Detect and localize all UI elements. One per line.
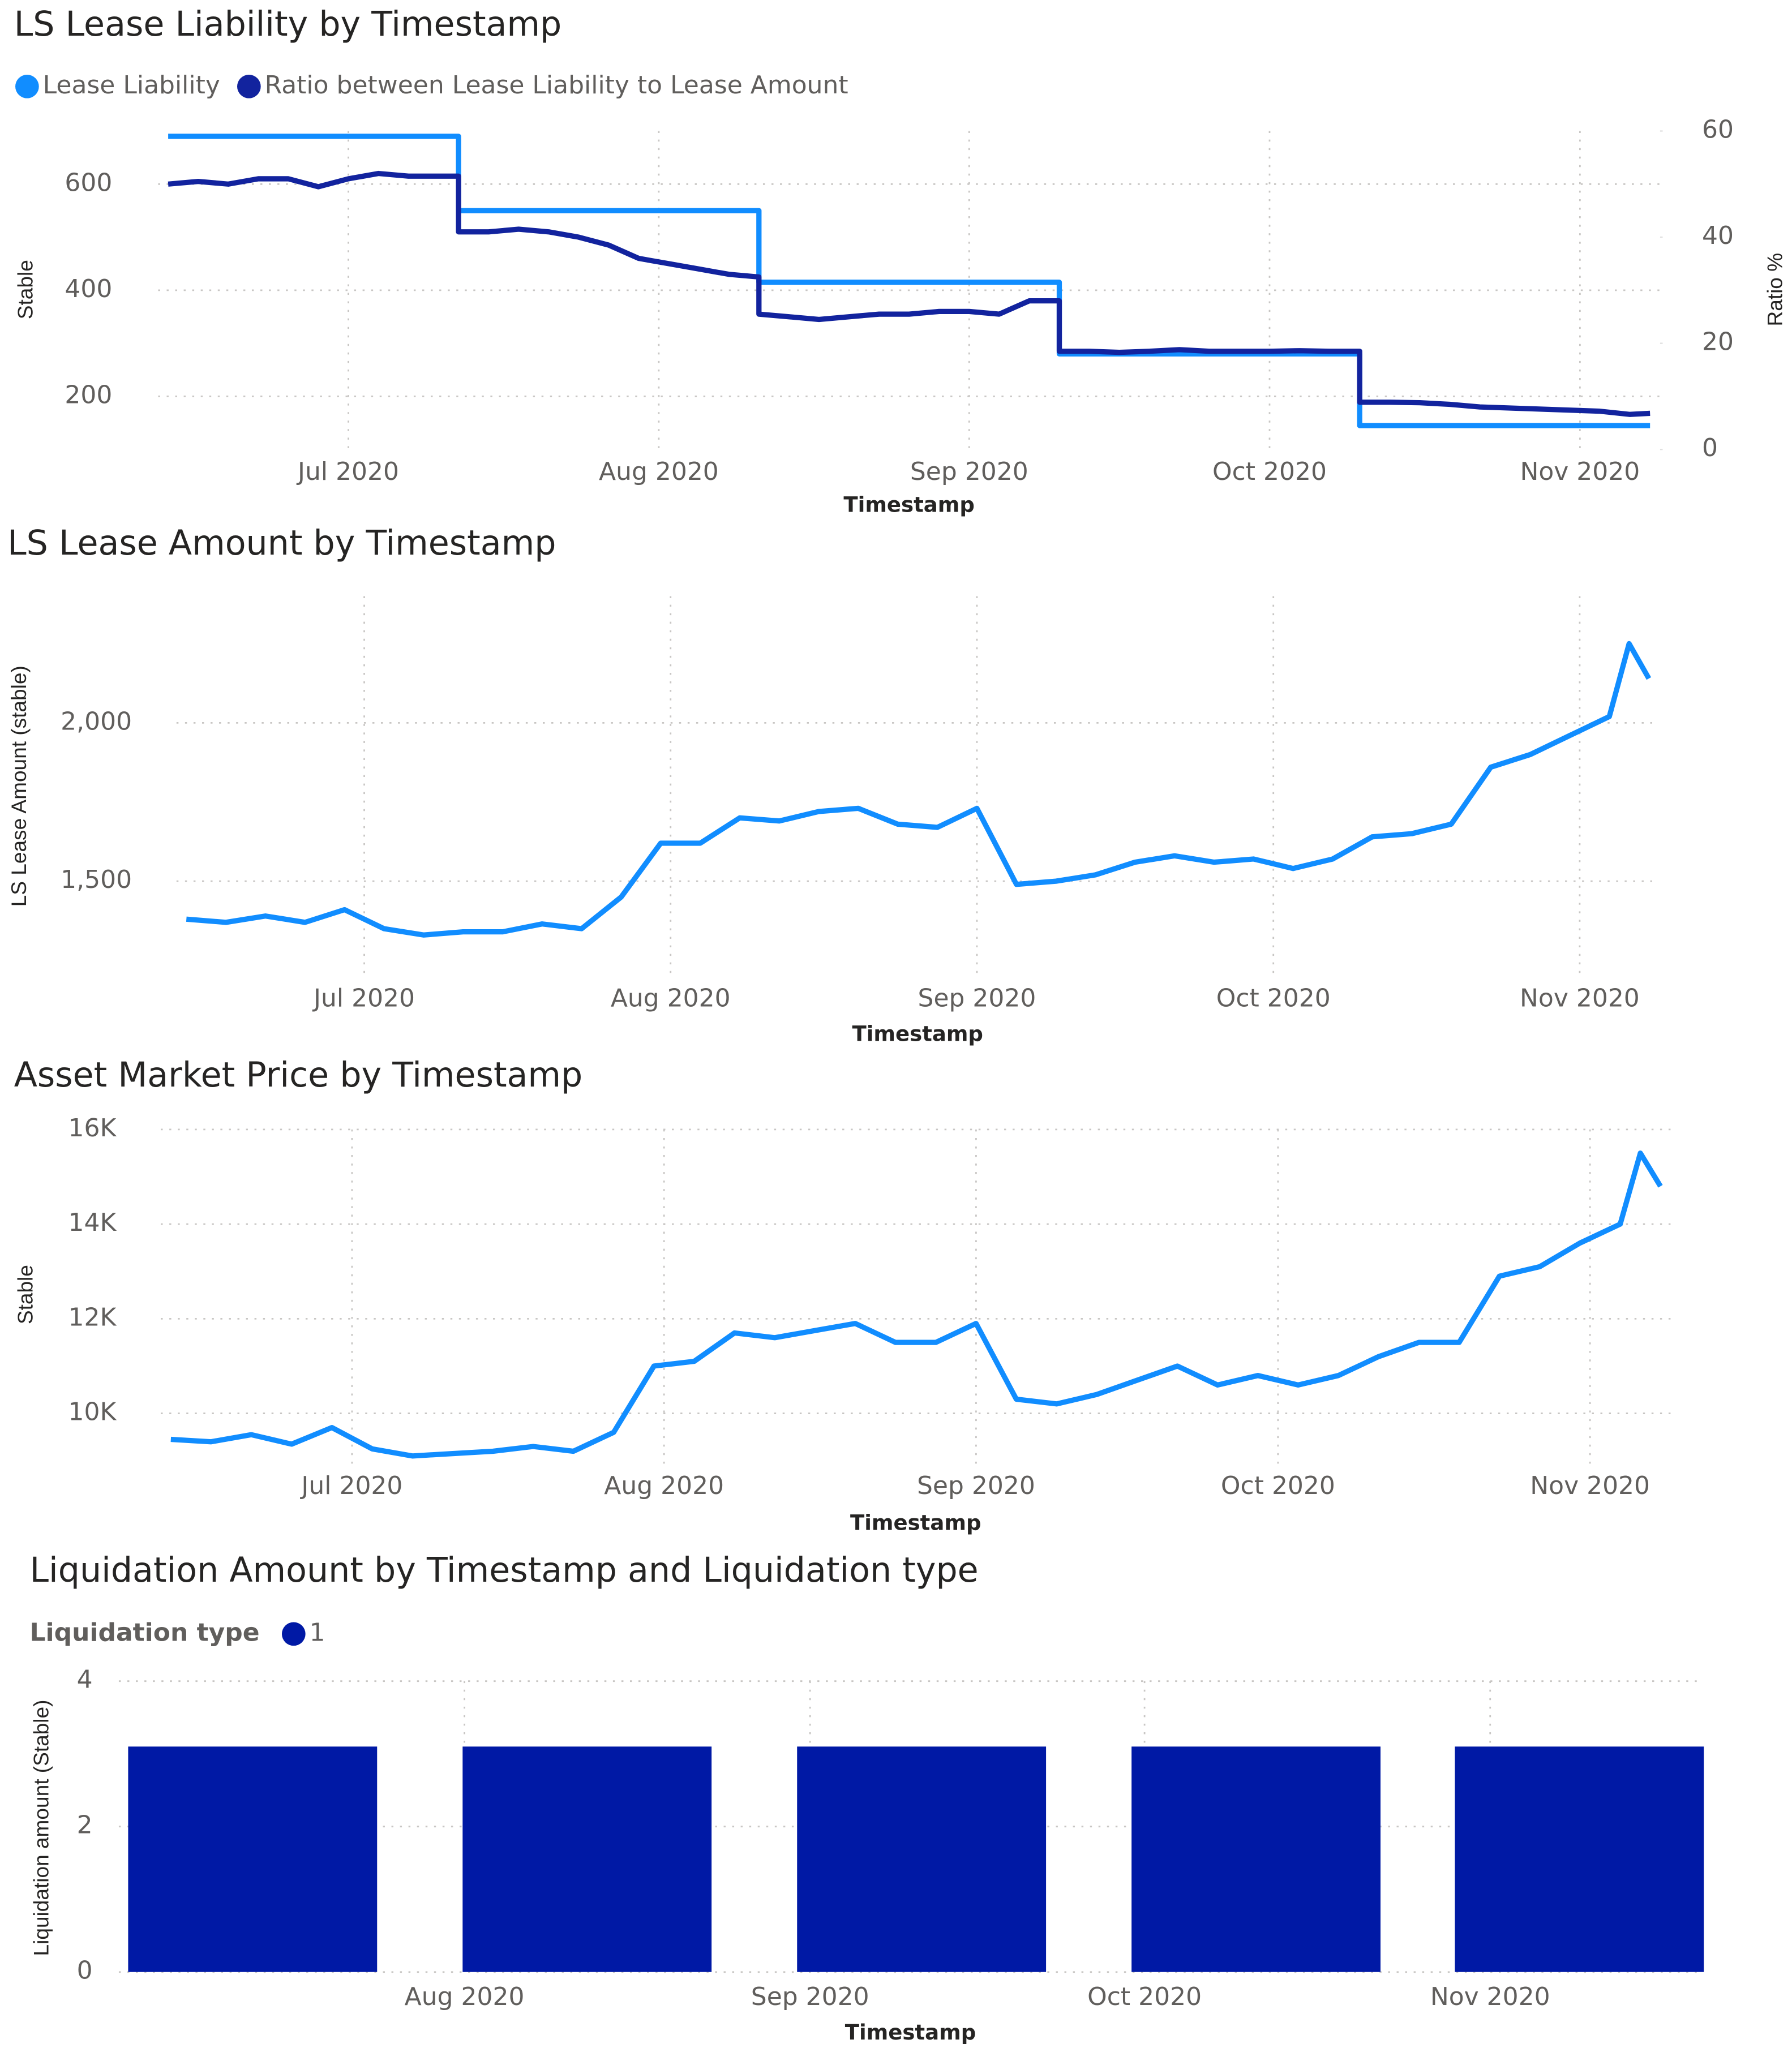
x-tick-label: Oct 2020 [1087,1982,1202,2011]
x-tick-label: Aug 2020 [405,1982,525,2011]
x-tick-label: Nov 2020 [1520,984,1640,1013]
legend-label: Lease Liability [43,71,220,100]
chart-title: Asset Market Price by Timestamp [14,1055,583,1095]
x-tick-label: Nov 2020 [1520,457,1640,486]
line [168,170,1650,417]
y2-tick-label: 0 [1702,433,1718,462]
x-tick-label: Oct 2020 [1212,457,1327,486]
y-tick-label: 2 [77,1811,93,1840]
y-tick-label: 400 [65,274,112,303]
chart-title: Liquidation Amount by Timestamp and Liqu… [30,1551,979,1590]
x-tick-label: Aug 2020 [599,457,719,486]
y-axis-title: Stable [14,1265,37,1324]
y-tick-label: 200 [65,380,112,409]
y2-tick-label: 60 [1702,115,1734,144]
x-tick-label: Jul 2020 [312,984,415,1013]
bar [1131,1746,1381,1972]
x-tick-label: Aug 2020 [604,1471,724,1500]
legend-swatch [281,1622,306,1646]
bar [462,1746,712,1972]
bar [797,1746,1047,1972]
y-axis-title: Stable [14,260,37,319]
y-tick-label: 1,500 [61,865,132,894]
y-tick-label: 16K [68,1114,117,1143]
line [168,134,1650,428]
y2-tick-label: 40 [1702,221,1734,250]
y-axis-title: Liquidation amount (Stable) [29,1700,53,1956]
x-tick-label: Sep 2020 [751,1982,869,2011]
y2-axis-title: Ratio % [1763,253,1787,327]
x-tick-label: Jul 2020 [296,457,399,486]
y2-tick-label: 20 [1702,328,1734,357]
legend-swatch [15,74,39,98]
legend-label: Ratio between Lease Liability to Lease A… [265,71,848,100]
x-tick-label: Nov 2020 [1530,1471,1650,1500]
y-axis-title: LS Lease Amount (stable) [7,666,31,907]
x-axis-title: Timestamp [850,1510,981,1535]
legend-swatch [237,74,261,98]
x-axis-title: Timestamp [852,1022,983,1046]
y-tick-label: 14K [68,1208,117,1237]
x-tick-label: Nov 2020 [1430,1982,1550,2011]
chart-title: LS Lease Amount by Timestamp [7,523,556,563]
y-tick-label: 0 [77,1956,93,1985]
x-tick-label: Sep 2020 [910,457,1028,486]
line [186,641,1652,938]
x-tick-label: Aug 2020 [611,984,731,1013]
y-tick-label: 2,000 [61,707,132,736]
y-tick-label: 4 [77,1665,93,1694]
line [170,1150,1663,1459]
x-tick-label: Sep 2020 [917,1471,1035,1500]
x-tick-label: Oct 2020 [1216,984,1331,1013]
chart-title: LS Lease Liability by Timestamp [14,5,562,44]
legend-title: Liquidation type [30,1618,260,1647]
x-tick-label: Jul 2020 [299,1471,402,1500]
y-tick-label: 12K [68,1303,117,1332]
y-tick-label: 10K [68,1398,117,1427]
legend-label: 1 [310,1618,325,1647]
x-tick-label: Oct 2020 [1221,1471,1335,1500]
y-tick-label: 600 [65,168,112,197]
bar [128,1746,378,1972]
x-axis-title: Timestamp [845,2020,976,2045]
x-axis-title: Timestamp [843,492,974,517]
bar [1455,1746,1704,1972]
x-tick-label: Sep 2020 [918,984,1036,1013]
